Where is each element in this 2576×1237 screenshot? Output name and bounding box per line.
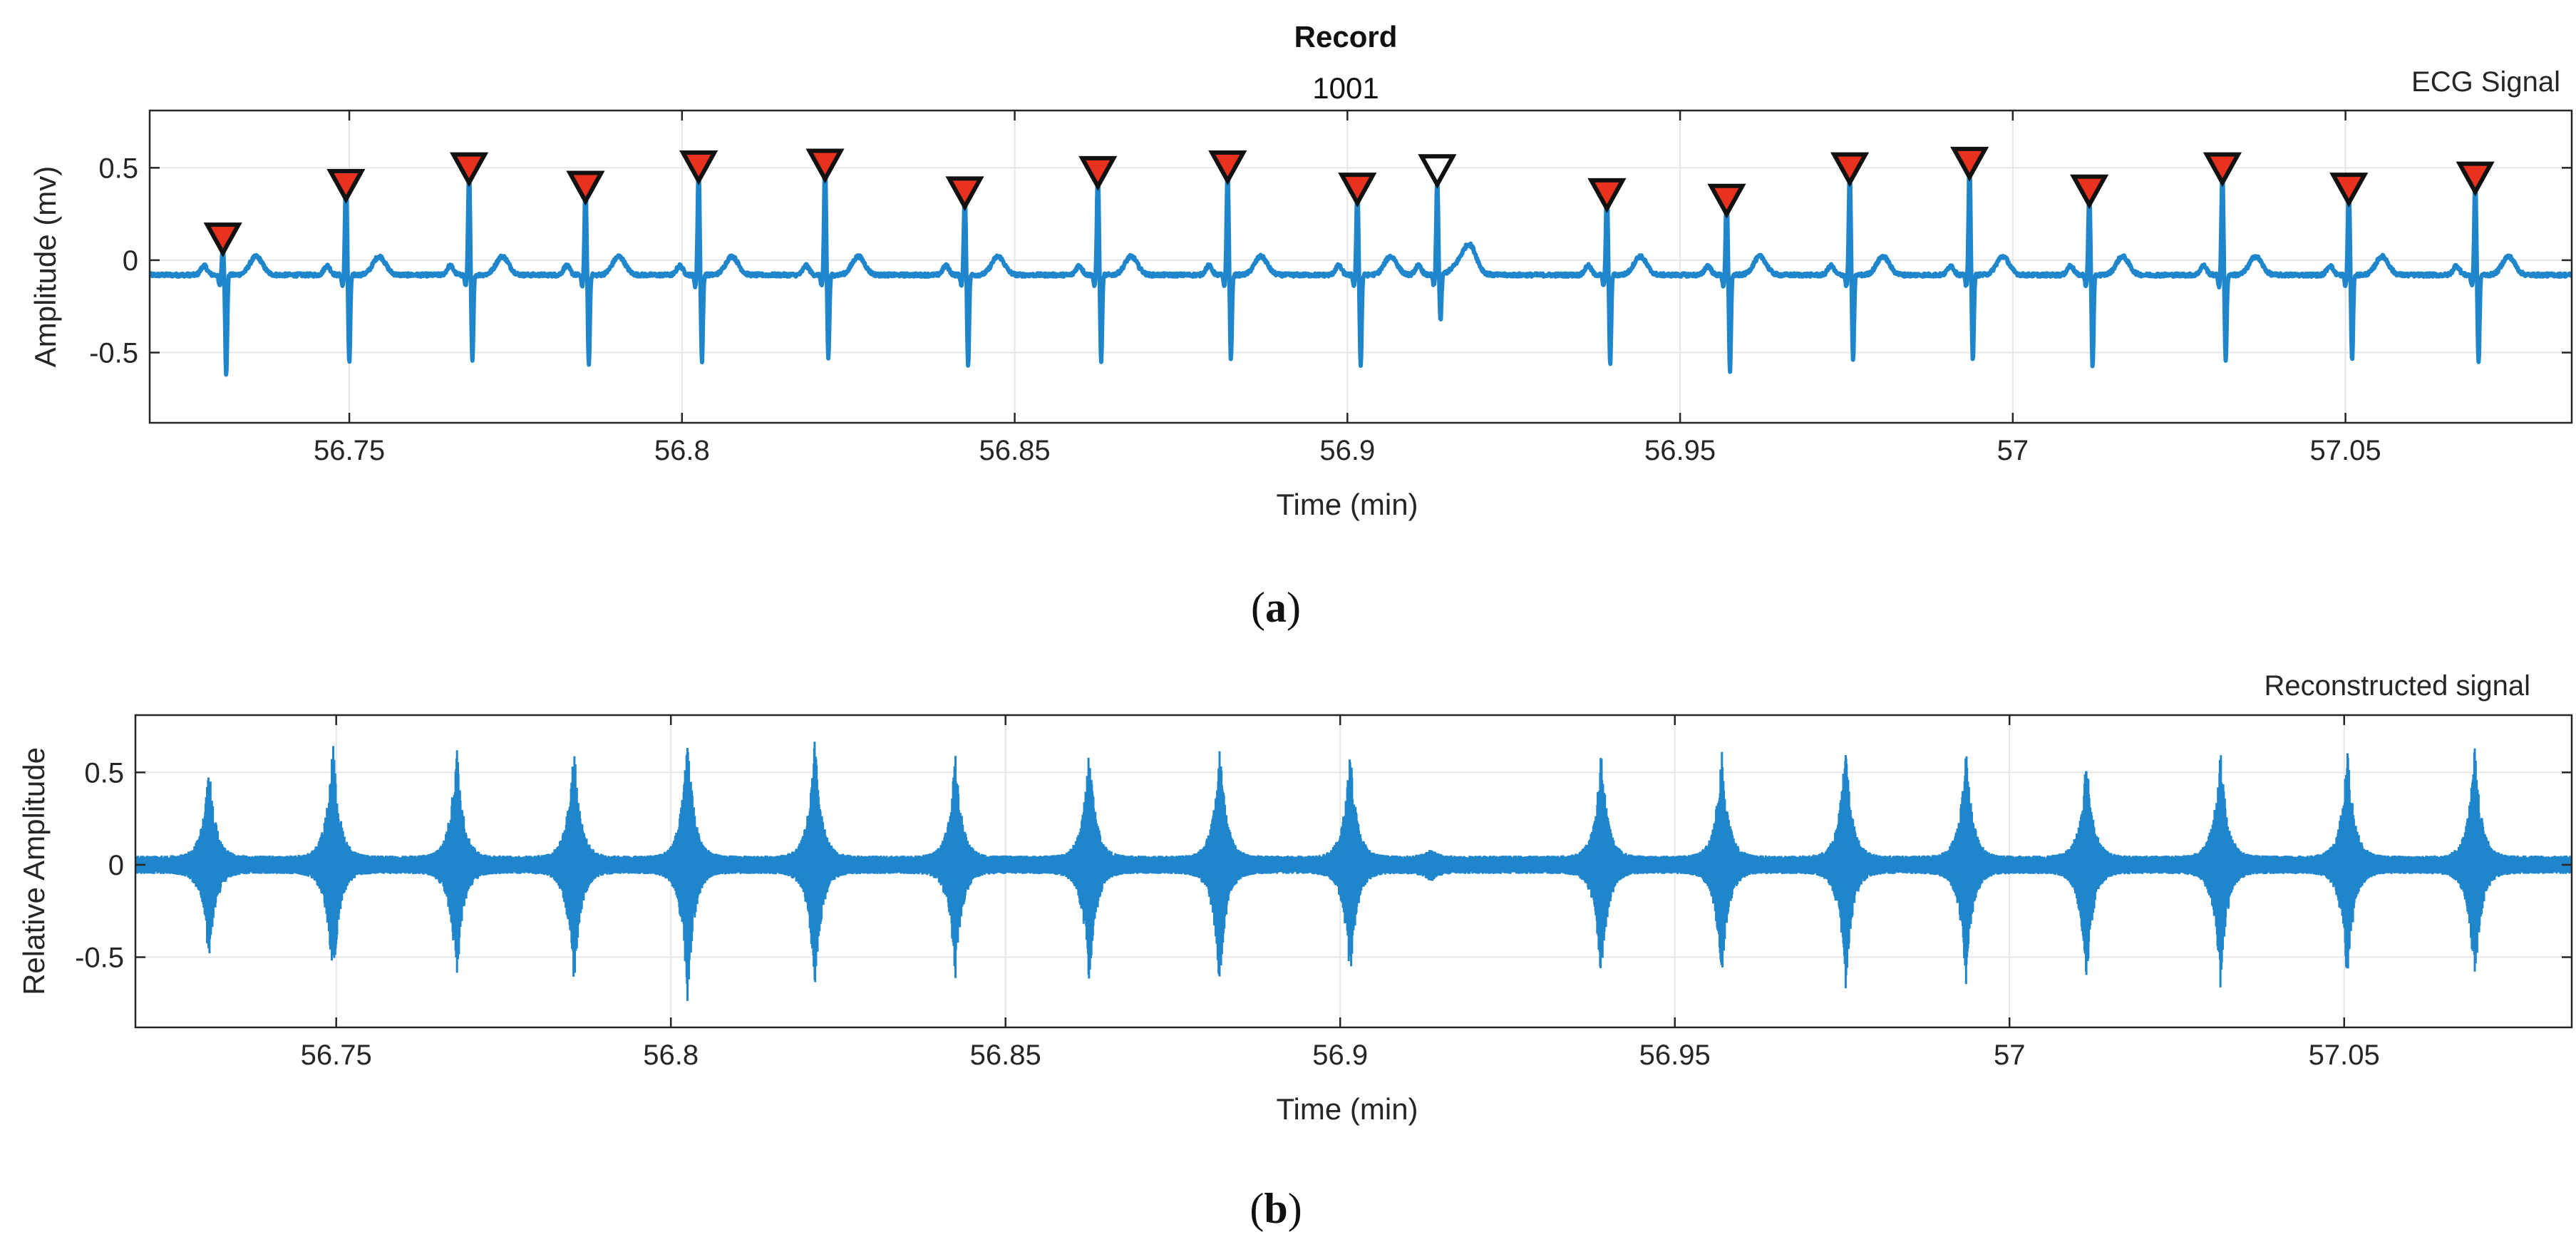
ecg-peak-marker bbox=[2070, 174, 2109, 210]
ecg-peak-marker bbox=[1208, 150, 1247, 185]
reconstructed-xlabel: Time (min) bbox=[1276, 1092, 1418, 1126]
ecg-xtick-label: 57 bbox=[1997, 435, 2029, 466]
reconstructed-annotation: Reconstructed signal bbox=[2264, 670, 2530, 702]
ecg-xtick-label: 56.85 bbox=[979, 435, 1051, 466]
reconstructed-panel: 56.75 56.8 56.85 56.9 56.95 57 57.05 -0.5 0 0.5 R… bbox=[17, 670, 2573, 1126]
reconstructed-ylabel: Relative Amplitude bbox=[17, 747, 51, 995]
reconstructed-xtick-label: 56.9 bbox=[1312, 1040, 1368, 1071]
ecg-peak-markers bbox=[203, 146, 2495, 257]
reconstructed-ytick-label: 0 bbox=[108, 850, 124, 881]
ecg-peak-marker bbox=[449, 152, 489, 188]
ecg-peak-marker bbox=[1418, 154, 1457, 190]
ecg-peak-marker bbox=[566, 170, 605, 206]
ecg-peak-marker bbox=[1338, 173, 1377, 207]
reconstructed-xtick-label: 57.05 bbox=[2309, 1040, 2380, 1071]
ecg-ytick-label: 0 bbox=[123, 245, 138, 277]
caption-b-letter: b bbox=[1264, 1185, 1287, 1232]
ecg-xtick-label: 56.9 bbox=[1319, 435, 1375, 466]
reconstructed-xtick-label: 56.75 bbox=[301, 1040, 372, 1071]
figure-title: Record bbox=[1294, 20, 1398, 53]
ecg-ytick-label: -0.5 bbox=[89, 338, 138, 369]
ecg-panel: 56.75 56.8 56.85 56.9 56.95 57 57.05 -0.5 0 0.5 E… bbox=[29, 66, 2573, 521]
reconstructed-xtick-label: 56.85 bbox=[970, 1040, 1041, 1071]
reconstructed-xtick-label: 57 bbox=[1994, 1040, 2026, 1071]
ecg-peak-marker bbox=[1587, 178, 1627, 213]
ecg-peak-marker bbox=[2456, 161, 2495, 197]
ecg-peak-marker bbox=[679, 150, 718, 185]
ecg-ticks: 56.75 56.8 56.85 56.9 56.95 57 57.05 -0.5 0 0.5 bbox=[89, 111, 2572, 466]
ecg-ylabel: Amplitude (mv) bbox=[29, 166, 62, 367]
ecg-peak-marker bbox=[1078, 155, 1118, 191]
figure-subtitle: 1001 bbox=[1312, 71, 1379, 105]
ecg-peak-marker bbox=[1830, 152, 1870, 188]
ecg-peak-marker bbox=[945, 176, 984, 212]
ecg-peak-marker bbox=[1707, 183, 1746, 219]
ecg-annotation: ECG Signal bbox=[2411, 66, 2560, 98]
reconstructed-xtick-label: 56.8 bbox=[643, 1040, 699, 1071]
reconstructed-signal bbox=[135, 741, 2572, 1001]
ecg-axes-box bbox=[148, 109, 2573, 424]
ecg-peak-marker bbox=[2203, 152, 2242, 188]
reconstructed-ytick-label: 0.5 bbox=[84, 757, 124, 789]
ecg-peak-marker bbox=[326, 168, 366, 204]
ecg-xlabel: Time (min) bbox=[1276, 488, 1418, 521]
ecg-xtick-label: 57.05 bbox=[2310, 435, 2381, 466]
reconstructed-xtick-label: 56.95 bbox=[1639, 1040, 1711, 1071]
ecg-peak-marker bbox=[2329, 173, 2369, 207]
ecg-peak-marker bbox=[1950, 146, 1989, 182]
caption-a-letter: a bbox=[1265, 584, 1287, 631]
caption-b: (b) bbox=[1250, 1185, 1302, 1232]
ecg-xtick-label: 56.95 bbox=[1644, 435, 1716, 466]
ecg-signal-line bbox=[150, 158, 2572, 377]
ecg-xtick-label: 56.8 bbox=[654, 435, 710, 466]
reconstructed-ticks: 56.75 56.8 56.85 56.9 56.95 57 57.05 -0.5 0 0.5 bbox=[75, 715, 2572, 1071]
ecg-ytick-label: 0.5 bbox=[98, 153, 138, 184]
ecg-peak-marker bbox=[805, 148, 845, 184]
ecg-peak-marker bbox=[203, 222, 242, 257]
ecg-xtick-label: 56.75 bbox=[314, 435, 385, 466]
reconstructed-axes-box bbox=[134, 714, 2573, 1029]
reconstructed-ytick-label: -0.5 bbox=[75, 943, 124, 974]
caption-a: (a) bbox=[1251, 584, 1301, 631]
